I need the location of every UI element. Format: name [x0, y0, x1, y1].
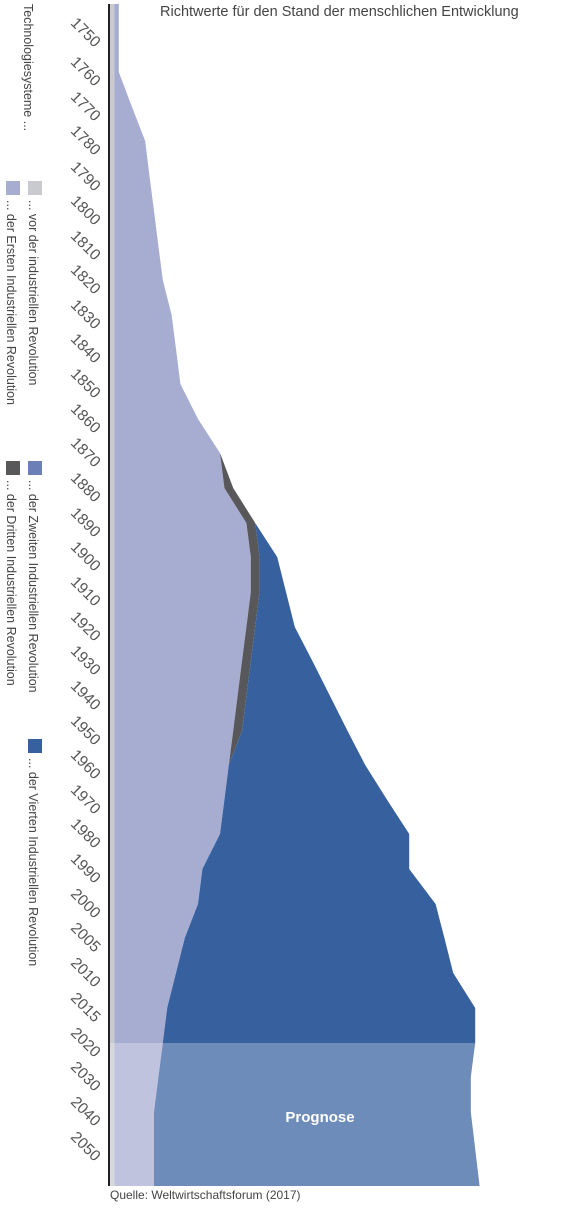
area-series-5	[118, 4, 480, 1186]
year-tick-2000: 2000	[67, 886, 104, 923]
chart-title: Richtwerte für den Stand der menschliche…	[160, 4, 519, 20]
forecast-band	[110, 1043, 563, 1186]
source-note: Quelle: Weltwirtschaftsforum (2017)	[110, 1188, 301, 1202]
year-tick-1960: 1960	[67, 747, 104, 784]
year-tick-1910: 1910	[67, 574, 104, 611]
year-tick-1820: 1820	[67, 262, 104, 299]
area-series-1	[110, 4, 115, 1186]
year-tick-1900: 1900	[67, 539, 104, 576]
legend-swatch-vor	[28, 181, 42, 195]
year-tick-2010: 2010	[67, 955, 104, 992]
year-tick-1930: 1930	[67, 643, 104, 680]
year-tick-1750: 1750	[67, 15, 104, 52]
year-tick-1950: 1950	[67, 713, 104, 750]
year-tick-1890: 1890	[67, 505, 104, 542]
year-tick-2015: 2015	[67, 990, 103, 1026]
year-tick-labels: 1750176017701780179018001810182018301840…	[67, 15, 104, 1166]
year-tick-2030: 2030	[67, 1059, 104, 1096]
year-tick-2050: 2050	[67, 1129, 104, 1166]
forecast-label: Prognose	[285, 1109, 354, 1126]
legend-swatch-dritte	[6, 461, 20, 475]
year-tick-1980: 1980	[67, 816, 104, 853]
year-tick-1840: 1840	[67, 331, 104, 368]
legend-swatch-erste	[6, 181, 20, 195]
year-tick-2020: 2020	[67, 1025, 104, 1062]
year-tick-1940: 1940	[67, 678, 104, 715]
year-tick-1850: 1850	[67, 366, 104, 403]
year-tick-1860: 1860	[67, 401, 104, 438]
area-layers	[110, 4, 480, 1186]
year-tick-1920: 1920	[67, 609, 104, 646]
year-tick-2040: 2040	[67, 1094, 104, 1131]
year-tick-1830: 1830	[67, 297, 104, 334]
year-tick-1770: 1770	[67, 89, 104, 126]
year-tick-1970: 1970	[67, 782, 104, 819]
year-tick-1760: 1760	[67, 54, 104, 91]
forecast-overlay	[110, 1043, 563, 1186]
year-tick-1800: 1800	[67, 193, 104, 230]
year-tick-1780: 1780	[67, 123, 104, 160]
year-tick-1810: 1810	[67, 228, 104, 265]
area-series-2	[114, 4, 251, 1186]
legend-swatch-vierte	[28, 739, 42, 753]
year-tick-1880: 1880	[67, 470, 104, 507]
year-tick-1790: 1790	[67, 159, 104, 196]
legend-swatch-zweite	[28, 461, 42, 475]
year-tick-2005: 2005	[67, 920, 103, 956]
year-tick-1870: 1870	[67, 435, 104, 472]
year-tick-1990: 1990	[67, 851, 104, 888]
